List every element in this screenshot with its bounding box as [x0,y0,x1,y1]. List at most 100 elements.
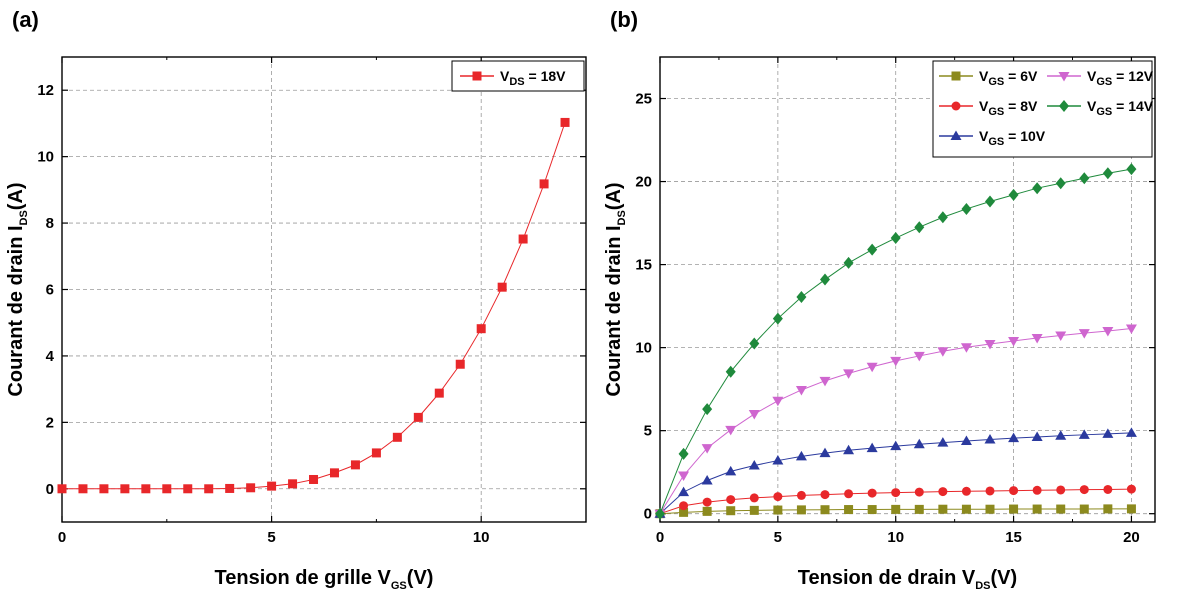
x-tick-label: 0 [656,529,664,546]
data-point [678,486,690,497]
data-point [914,504,924,514]
data-point [162,484,172,494]
data-point [913,351,925,362]
data-point [843,369,855,379]
data-point [796,290,807,303]
legend-marker [1058,72,1070,82]
data-point [867,505,877,515]
legend-label: VDS = 18V [500,68,566,88]
data-point [413,412,423,422]
data-point [1009,504,1019,514]
data-point [891,488,901,498]
chart-panel-b: (b) 0 5 10 15 20 0 5 10 15 20 25 Tension de drain VD… [603,7,1156,592]
data-point [1031,333,1043,344]
data-point [1032,182,1043,195]
series-0 [655,504,1136,519]
data-point [843,256,854,269]
x-axis-title: Tension de grille VGS(V) [215,567,434,592]
data-point [1126,484,1136,494]
y-tick-label: 8 [46,215,54,232]
data-point [678,447,689,460]
legend-marker [1059,100,1069,112]
data-point [1032,485,1042,495]
data-point [984,433,996,444]
data-point [844,489,854,499]
x-tick-label: 20 [1123,529,1140,546]
grid [62,57,586,522]
data-point [1055,430,1067,440]
data-point [985,504,995,514]
data-point [329,468,339,478]
data-point [1056,485,1066,495]
data-point [819,447,831,458]
data-point [120,484,130,494]
legend-item-3: VGS = 12V [1047,68,1154,88]
data-point [204,484,214,494]
data-point [820,273,830,286]
legend-item-0: VGS = 6V [939,68,1038,88]
data-point [748,410,760,420]
data-point [267,481,277,491]
data-point [1009,486,1019,496]
data-point [679,501,689,511]
data-point [773,505,783,515]
data-point [1008,432,1020,443]
legend-marker [950,130,962,140]
data-point [678,471,690,481]
legend-marker [951,101,961,111]
data-point [560,117,570,127]
data-point [772,396,784,407]
data-point [434,388,444,398]
series-4 [655,163,1137,520]
series-0 [57,117,570,494]
data-point [679,507,689,517]
y-axis-title: Courant de drain IDS(A) [5,182,30,396]
x-tick-label: 15 [1005,529,1022,546]
data-point [1079,504,1089,514]
data-point [961,504,971,514]
data-point [1031,431,1043,441]
y-tick-label: 0 [644,506,652,523]
data-point [914,487,924,497]
data-point [1125,324,1137,335]
legend-item-1: VGS = 8V [939,98,1038,118]
data-point [1125,427,1137,437]
legend-box [932,60,1153,158]
data-point [749,505,759,515]
data-point [938,487,948,497]
data-point [350,460,360,470]
data-point [476,324,486,334]
chart-panel-a: (a) 0 5 10 0 2 4 6 8 10 12 Tension de grille VGS(V)… [5,7,587,592]
data-point [795,450,807,461]
panel-label: (a) [12,7,39,32]
data-point [539,179,549,189]
data-point [961,202,972,215]
data-point [725,465,737,476]
legend-label: VGS = 6V [979,68,1038,88]
y-tick-label: 10 [635,340,652,357]
data-point [518,234,528,244]
data-point [497,282,507,292]
data-point [1126,163,1137,176]
data-point [702,403,713,416]
data-point [1078,429,1090,439]
data-point [937,437,949,447]
data-point [1056,504,1066,514]
data-point [937,347,949,357]
y-tick-label: 12 [37,82,54,99]
y-tick-label: 4 [46,348,55,365]
data-point [726,506,736,516]
data-point [1079,485,1089,495]
series-2 [654,427,1137,518]
data-point [819,376,831,387]
x-tick-label: 0 [58,529,66,546]
data-point [937,211,948,224]
data-point [1008,188,1019,201]
data-point [702,506,712,516]
plot-frame [659,56,1156,523]
data-point [141,484,151,494]
data-point [1103,504,1113,514]
y-tick-label: 25 [635,91,652,108]
legend-item-0: VDS = 18V [460,68,566,88]
data-point [772,455,784,465]
